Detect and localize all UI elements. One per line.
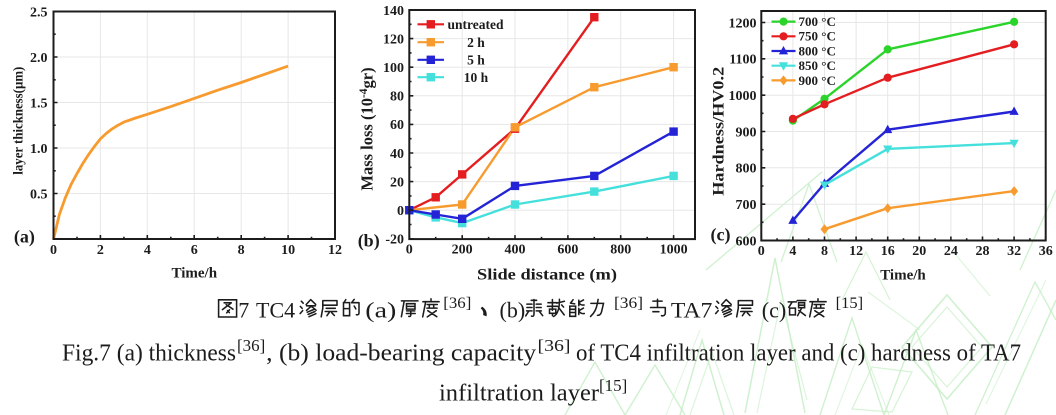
svg-text:40: 40 (390, 147, 404, 162)
svg-text:Fig.7 (a) thickness: Fig.7 (a) thickness (62, 341, 236, 367)
svg-text:700 °C: 700 °C (799, 14, 836, 29)
svg-text:[36]: [36] (443, 295, 471, 312)
svg-text:untreated: untreated (448, 17, 504, 32)
svg-text:(c): (c) (711, 225, 731, 246)
svg-text:1.0: 1.0 (30, 142, 48, 157)
svg-text:layer thickness(µm): layer thickness(µm) (12, 66, 27, 174)
svg-text:-20: -20 (385, 233, 404, 248)
svg-text:32: 32 (1007, 244, 1021, 259)
svg-text:120: 120 (383, 32, 404, 47)
svg-text:1000: 1000 (729, 89, 757, 104)
svg-text:Mass loss (10-4gr): Mass loss (10-4gr) (358, 67, 377, 190)
svg-text:900 °C: 900 °C (799, 73, 836, 88)
svg-text:(c): (c) (762, 297, 786, 322)
svg-text:140: 140 (383, 4, 404, 19)
svg-text:2 h: 2 h (467, 35, 485, 50)
svg-text:(b): (b) (358, 231, 380, 252)
svg-text:8: 8 (821, 244, 828, 259)
svg-text:0: 0 (406, 243, 413, 258)
svg-text:0: 0 (50, 243, 57, 258)
svg-text:1.5: 1.5 (30, 96, 48, 111)
svg-text:800 °C: 800 °C (799, 43, 836, 58)
svg-text:1000: 1000 (660, 243, 688, 258)
svg-text:2.5: 2.5 (30, 5, 48, 20)
svg-text:700: 700 (736, 198, 757, 213)
svg-text:TC4: TC4 (256, 297, 295, 322)
svg-text:600: 600 (557, 243, 578, 258)
svg-text:28: 28 (976, 244, 990, 259)
svg-text:TA7: TA7 (671, 297, 713, 322)
svg-text:750 °C: 750 °C (799, 29, 836, 44)
svg-text:12: 12 (328, 243, 342, 258)
svg-text:100: 100 (383, 61, 404, 76)
svg-text:(a): (a) (14, 227, 35, 248)
svg-text:[36]: [36] (538, 336, 571, 355)
svg-text:10 h: 10 h (464, 70, 489, 85)
svg-text:36: 36 (1039, 244, 1053, 259)
svg-text:[15]: [15] (836, 295, 864, 312)
svg-text:1200: 1200 (729, 16, 757, 31)
svg-text:(b): (b) (500, 297, 526, 322)
svg-text:Time/h: Time/h (172, 266, 218, 282)
svg-text:[15]: [15] (599, 376, 627, 395)
svg-text:4: 4 (789, 244, 796, 259)
svg-text:850 °C: 850 °C (799, 58, 836, 73)
svg-text:6: 6 (191, 243, 198, 258)
svg-text:80: 80 (390, 90, 404, 105)
svg-text:Time/h: Time/h (880, 268, 926, 284)
svg-text:20: 20 (390, 175, 404, 190)
svg-text:16: 16 (881, 244, 895, 259)
svg-text:800: 800 (736, 162, 757, 177)
svg-text:0: 0 (397, 204, 404, 219)
svg-text:200: 200 (452, 243, 473, 258)
svg-text:5 h: 5 h (467, 52, 485, 67)
svg-text:10: 10 (281, 243, 295, 258)
svg-text:[36]: [36] (614, 295, 643, 312)
svg-text:Slide distance (m): Slide distance (m) (477, 267, 617, 284)
svg-text:infiltration layer: infiltration layer (439, 381, 599, 407)
svg-text:7: 7 (238, 297, 249, 322)
svg-text:(a): (a) (365, 297, 396, 322)
svg-text:, (b) load-bearing capacity: , (b) load-bearing capacity (266, 341, 536, 367)
svg-text:60: 60 (390, 118, 404, 133)
svg-text:0.5: 0.5 (30, 187, 48, 202)
svg-text:2.0: 2.0 (30, 51, 48, 66)
svg-text:2: 2 (97, 243, 104, 258)
svg-text:800: 800 (610, 243, 631, 258)
svg-text:of TC4 infiltration layer and: of TC4 infiltration layer and (c) hardne… (576, 341, 1021, 367)
svg-text:1100: 1100 (729, 53, 756, 68)
svg-text:8: 8 (238, 243, 245, 258)
svg-text:900: 900 (736, 125, 757, 140)
svg-text:[36]: [36] (237, 336, 265, 355)
svg-text:24: 24 (944, 244, 958, 259)
svg-text:400: 400 (505, 243, 526, 258)
svg-text:Hardness/HV0.2: Hardness/HV0.2 (711, 67, 728, 196)
svg-text:12: 12 (849, 244, 863, 259)
svg-text:600: 600 (736, 234, 757, 249)
svg-text:4: 4 (144, 243, 151, 258)
svg-text:20: 20 (912, 244, 926, 259)
svg-text:0: 0 (758, 244, 765, 259)
